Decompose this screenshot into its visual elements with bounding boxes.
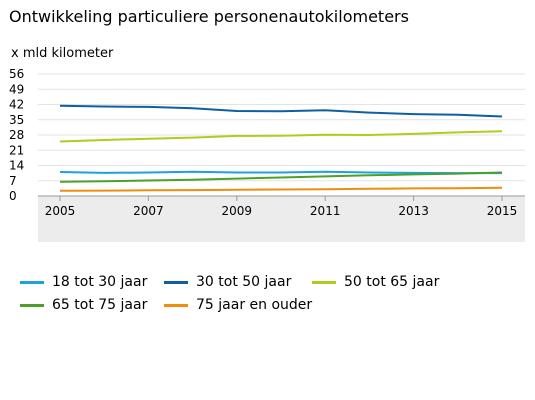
series-line[interactable] [59,130,503,143]
y-tick-label: 21 [9,143,24,157]
series-line[interactable] [59,104,503,118]
legend-item-30-50[interactable]: 30 tot 50 jaar [164,274,291,290]
legend-label: 75 jaar en ouder [196,297,313,313]
legend-swatch [164,280,188,284]
series-line[interactable] [59,171,503,183]
legend-swatch [20,303,44,307]
y-axis-label: x mld kilometer [11,46,114,61]
legend-item-65-75[interactable]: 65 tot 75 jaar [20,297,147,313]
y-tick-label: 28 [9,128,24,142]
x-tick-label: 2013 [398,204,429,218]
legend-swatch [164,303,188,307]
legend-swatch [20,280,44,284]
series-layer [59,104,503,192]
x-tick-label: 2009 [222,204,253,218]
x-tick-label: 2005 [45,204,76,218]
legend-item-50-65[interactable]: 50 tot 65 jaar [312,274,439,290]
y-tick-label: 0 [9,189,17,203]
series-line[interactable] [59,186,503,192]
y-tick-label: 35 [9,113,24,127]
y-tick-label: 14 [9,159,24,173]
legend-label: 50 tot 65 jaar [344,274,440,290]
x-tick-label: 2007 [133,204,164,218]
legend-label: 65 tot 75 jaar [52,297,148,313]
chart-title: Ontwikkeling particuliere personenautoki… [9,7,409,26]
x-tick-label: 2011 [310,204,341,218]
y-tick-label: 49 [9,82,24,96]
y-tick-label: 7 [9,174,17,188]
x-tick-label: 2015 [487,204,518,218]
x-axis-band [38,196,525,242]
legend-swatch [312,280,336,284]
legend-label: 18 tot 30 jaar [52,274,148,290]
series-line[interactable] [59,170,502,175]
y-tick-label: 56 [9,67,24,81]
y-tick-label: 42 [9,98,24,112]
legend-label: 30 tot 50 jaar [196,274,292,290]
legend-item-75-plus[interactable]: 75 jaar en ouder [164,297,312,313]
legend-item-18-30[interactable]: 18 tot 30 jaar [20,274,147,290]
